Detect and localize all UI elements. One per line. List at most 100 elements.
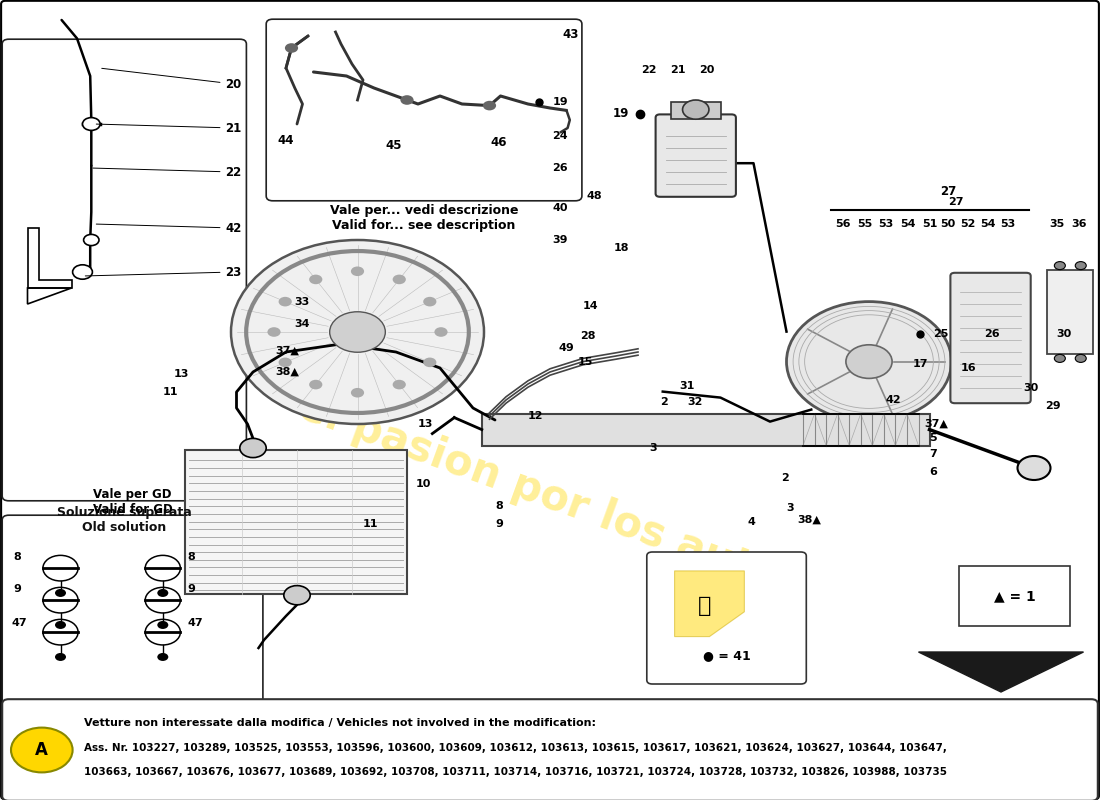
Circle shape xyxy=(267,327,280,337)
Text: 8: 8 xyxy=(187,552,195,562)
Text: 54: 54 xyxy=(980,219,996,229)
Text: 36: 36 xyxy=(1071,219,1087,229)
Bar xyxy=(671,102,720,119)
Text: 8: 8 xyxy=(495,501,503,510)
Text: 52: 52 xyxy=(960,219,976,229)
Circle shape xyxy=(240,438,266,458)
Text: 28: 28 xyxy=(580,331,595,341)
Text: 6: 6 xyxy=(930,467,937,477)
Circle shape xyxy=(157,653,168,661)
Text: 32: 32 xyxy=(688,398,703,407)
Circle shape xyxy=(351,388,364,398)
Text: Ass. Nr. 103227, 103289, 103525, 103553, 103596, 103600, 103609, 103612, 103613,: Ass. Nr. 103227, 103289, 103525, 103553,… xyxy=(84,742,946,753)
Circle shape xyxy=(424,297,437,306)
Text: 3: 3 xyxy=(786,503,794,513)
Text: 47: 47 xyxy=(11,618,26,627)
Text: 43: 43 xyxy=(562,28,579,41)
Circle shape xyxy=(330,312,385,352)
Text: Soluzione superata
Old solution: Soluzione superata Old solution xyxy=(57,506,191,534)
Text: 40: 40 xyxy=(552,203,568,213)
Text: 4: 4 xyxy=(748,517,756,526)
Circle shape xyxy=(434,327,448,337)
Text: 55: 55 xyxy=(857,219,872,229)
Text: 39: 39 xyxy=(552,235,568,245)
Text: 38▲: 38▲ xyxy=(275,367,299,377)
Circle shape xyxy=(682,100,710,119)
Circle shape xyxy=(786,302,952,422)
Text: 9: 9 xyxy=(187,584,195,594)
Circle shape xyxy=(231,240,484,424)
Text: 20: 20 xyxy=(102,68,242,90)
Text: 21: 21 xyxy=(670,65,685,74)
Text: 17: 17 xyxy=(913,359,928,369)
Text: 45: 45 xyxy=(385,139,402,152)
Text: 48: 48 xyxy=(586,191,602,201)
Text: 27: 27 xyxy=(948,197,964,206)
Text: 22: 22 xyxy=(641,65,657,74)
Text: 21: 21 xyxy=(97,122,242,134)
Circle shape xyxy=(157,589,168,597)
Polygon shape xyxy=(674,571,745,637)
Text: 22: 22 xyxy=(94,166,242,178)
Text: Soluzione
superata
Old solution: Soluzione superata Old solution xyxy=(14,704,89,738)
FancyBboxPatch shape xyxy=(959,566,1070,626)
Text: 30: 30 xyxy=(1056,329,1071,338)
Text: 19: 19 xyxy=(552,98,568,107)
Text: 30: 30 xyxy=(1023,383,1038,393)
Text: Vetture non interessate dalla modifica / Vehicles not involved in the modificati: Vetture non interessate dalla modifica /… xyxy=(84,718,595,728)
Text: 7: 7 xyxy=(930,450,937,459)
Text: ▲ = 1: ▲ = 1 xyxy=(994,589,1035,603)
Circle shape xyxy=(1018,456,1050,480)
Circle shape xyxy=(278,297,292,306)
Text: 37▲: 37▲ xyxy=(924,419,948,429)
Circle shape xyxy=(1076,354,1087,362)
Text: 10: 10 xyxy=(416,479,431,489)
Text: 2: 2 xyxy=(781,473,789,482)
FancyBboxPatch shape xyxy=(647,552,806,684)
Text: 26: 26 xyxy=(984,329,1000,338)
Text: 42: 42 xyxy=(97,222,242,234)
Text: 42: 42 xyxy=(886,395,901,405)
Text: 8: 8 xyxy=(13,552,21,562)
Circle shape xyxy=(55,653,66,661)
Text: A: A xyxy=(35,741,48,759)
Circle shape xyxy=(55,621,66,629)
Text: 14: 14 xyxy=(583,301,598,310)
Circle shape xyxy=(351,266,364,276)
FancyBboxPatch shape xyxy=(2,699,1098,800)
Circle shape xyxy=(846,345,892,378)
Circle shape xyxy=(309,380,322,390)
Text: 37▲: 37▲ xyxy=(275,346,299,355)
Circle shape xyxy=(73,265,92,279)
Text: 24: 24 xyxy=(552,131,568,141)
Text: 29: 29 xyxy=(1045,402,1060,411)
FancyBboxPatch shape xyxy=(2,515,263,705)
Text: Vale per... vedi descrizione
Valid for... see description: Vale per... vedi descrizione Valid for..… xyxy=(330,204,518,232)
Circle shape xyxy=(285,43,298,53)
Text: 35: 35 xyxy=(1049,219,1065,229)
Text: 13: 13 xyxy=(174,369,189,378)
Text: ● = 41: ● = 41 xyxy=(703,650,750,662)
Circle shape xyxy=(1054,354,1065,362)
Text: 53: 53 xyxy=(878,219,893,229)
Circle shape xyxy=(82,118,100,130)
Text: el pasion por los autos: el pasion por los autos xyxy=(293,385,807,607)
Text: 19: 19 xyxy=(613,107,629,120)
Text: 56: 56 xyxy=(835,219,850,229)
Circle shape xyxy=(400,95,414,105)
Circle shape xyxy=(84,234,99,246)
Text: 12: 12 xyxy=(528,411,543,421)
FancyBboxPatch shape xyxy=(1047,270,1093,354)
Text: 5: 5 xyxy=(930,434,937,443)
Text: 3: 3 xyxy=(649,443,657,453)
Text: 38▲: 38▲ xyxy=(798,515,822,525)
Circle shape xyxy=(483,101,496,110)
Text: 44: 44 xyxy=(277,134,294,146)
Text: 46: 46 xyxy=(491,136,507,149)
Text: 47: 47 xyxy=(187,618,202,627)
Text: 18: 18 xyxy=(614,243,629,253)
Text: 103663, 103667, 103676, 103677, 103689, 103692, 103708, 103711, 103714, 103716, : 103663, 103667, 103676, 103677, 103689, … xyxy=(84,767,947,777)
Text: 51: 51 xyxy=(922,219,937,229)
Text: 49: 49 xyxy=(559,343,574,353)
Text: 53: 53 xyxy=(1000,219,1015,229)
